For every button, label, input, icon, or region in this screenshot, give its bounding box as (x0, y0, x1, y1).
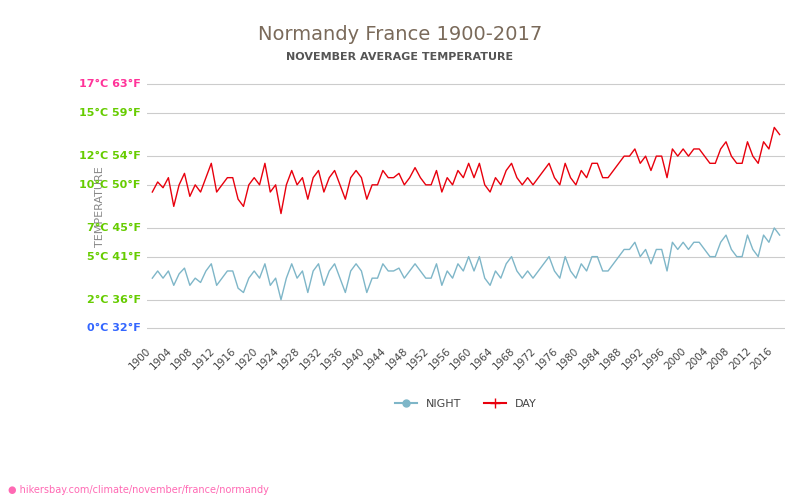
Text: 12°C 54°F: 12°C 54°F (79, 151, 141, 161)
Legend: NIGHT, DAY: NIGHT, DAY (390, 394, 542, 413)
Text: 5°C 41°F: 5°C 41°F (86, 252, 141, 262)
Text: Normandy France 1900-2017: Normandy France 1900-2017 (258, 25, 542, 44)
Text: 2°C 36°F: 2°C 36°F (86, 294, 141, 304)
Text: 15°C 59°F: 15°C 59°F (79, 108, 141, 118)
Text: 0°C 32°F: 0°C 32°F (87, 324, 141, 334)
Text: 17°C 63°F: 17°C 63°F (79, 80, 141, 90)
Text: NOVEMBER AVERAGE TEMPERATURE: NOVEMBER AVERAGE TEMPERATURE (286, 52, 514, 62)
Y-axis label: TEMPERATURE: TEMPERATURE (95, 166, 106, 247)
Text: 10°C 50°F: 10°C 50°F (79, 180, 141, 190)
Text: 7°C 45°F: 7°C 45°F (86, 223, 141, 233)
Text: ● hikersbay.com/climate/november/france/normandy: ● hikersbay.com/climate/november/france/… (8, 485, 269, 495)
